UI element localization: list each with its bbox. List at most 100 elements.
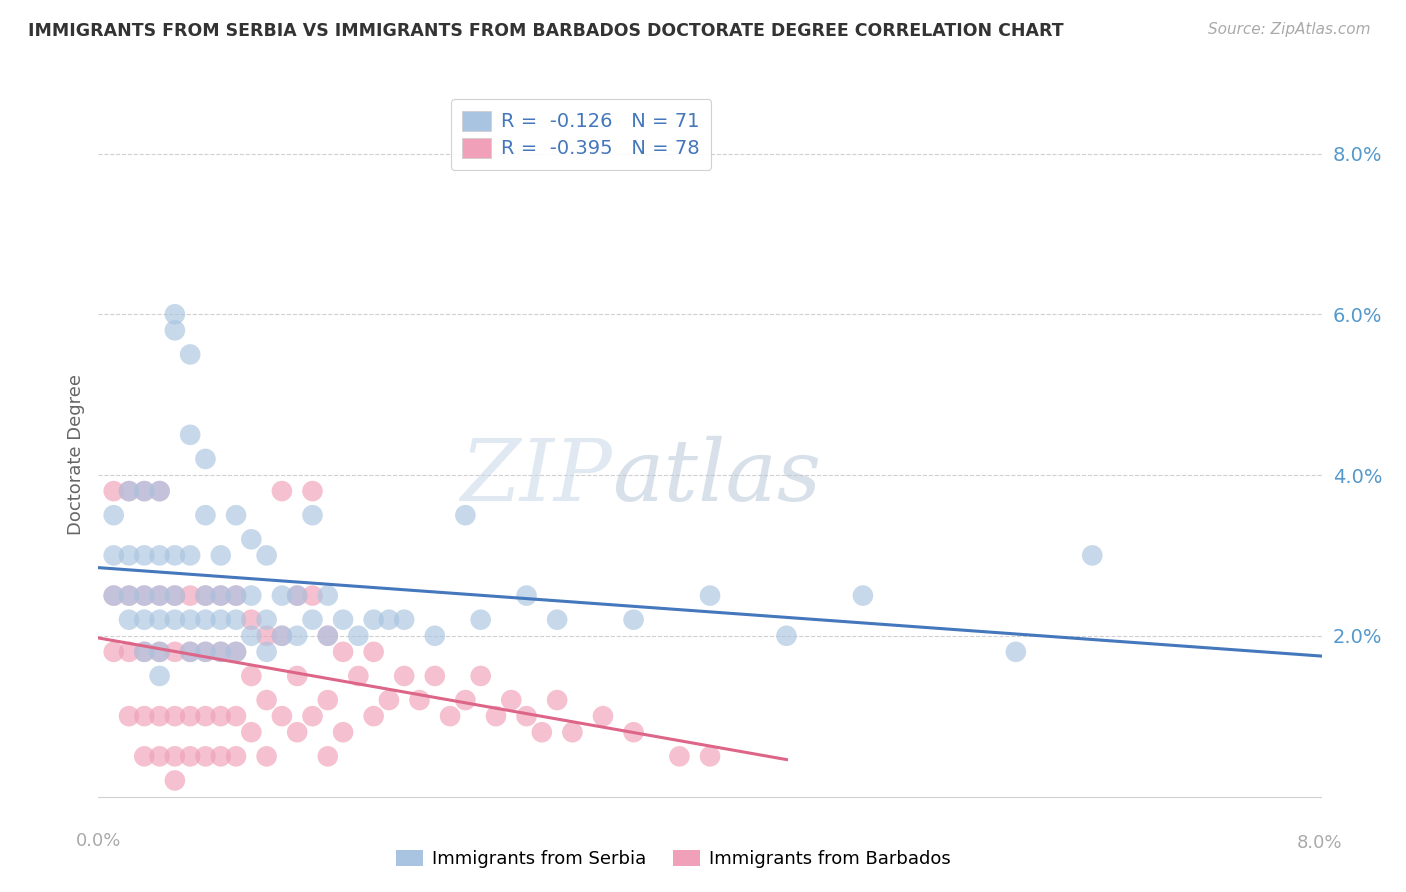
Point bbox=[256, 629, 278, 643]
Point bbox=[134, 645, 156, 659]
Point bbox=[163, 645, 186, 659]
Legend: Immigrants from Serbia, Immigrants from Barbados: Immigrants from Serbia, Immigrants from … bbox=[387, 841, 960, 878]
Point bbox=[256, 749, 278, 764]
Point bbox=[775, 629, 797, 643]
Point bbox=[209, 589, 232, 603]
Point bbox=[423, 629, 446, 643]
Point bbox=[163, 749, 186, 764]
Point bbox=[454, 693, 477, 707]
Point bbox=[118, 549, 141, 563]
Point bbox=[118, 484, 141, 499]
Point bbox=[149, 484, 172, 499]
Point bbox=[225, 613, 247, 627]
Point bbox=[332, 725, 354, 739]
Point bbox=[134, 589, 156, 603]
Point bbox=[163, 773, 186, 788]
Point bbox=[285, 725, 308, 739]
Point bbox=[301, 589, 323, 603]
Point bbox=[149, 669, 172, 683]
Point bbox=[225, 589, 247, 603]
Point bbox=[149, 549, 172, 563]
Point bbox=[561, 725, 583, 739]
Point bbox=[163, 589, 186, 603]
Point bbox=[301, 508, 323, 523]
Point bbox=[240, 613, 263, 627]
Point bbox=[163, 613, 186, 627]
Point bbox=[225, 645, 247, 659]
Point bbox=[149, 709, 172, 723]
Point bbox=[316, 629, 339, 643]
Point bbox=[103, 508, 125, 523]
Point bbox=[378, 613, 401, 627]
Point bbox=[179, 549, 201, 563]
Point bbox=[392, 613, 416, 627]
Point bbox=[179, 613, 201, 627]
Point bbox=[194, 613, 217, 627]
Point bbox=[179, 427, 201, 442]
Point bbox=[408, 693, 430, 707]
Point bbox=[179, 645, 201, 659]
Point bbox=[149, 749, 172, 764]
Point bbox=[134, 549, 156, 563]
Point bbox=[118, 484, 141, 499]
Y-axis label: Doctorate Degree: Doctorate Degree bbox=[66, 375, 84, 535]
Point bbox=[225, 709, 247, 723]
Point bbox=[623, 613, 645, 627]
Point bbox=[240, 589, 263, 603]
Point bbox=[270, 484, 294, 499]
Point bbox=[316, 629, 339, 643]
Point bbox=[163, 307, 186, 321]
Point bbox=[134, 484, 156, 499]
Point bbox=[209, 613, 232, 627]
Point bbox=[1081, 549, 1104, 563]
Point bbox=[194, 589, 217, 603]
Point bbox=[301, 613, 323, 627]
Point bbox=[194, 709, 217, 723]
Point bbox=[209, 645, 232, 659]
Point bbox=[1004, 645, 1026, 659]
Point bbox=[149, 645, 172, 659]
Point bbox=[209, 645, 232, 659]
Point bbox=[592, 709, 614, 723]
Point bbox=[240, 669, 263, 683]
Point bbox=[149, 589, 172, 603]
Point bbox=[485, 709, 508, 723]
Point bbox=[209, 709, 232, 723]
Point bbox=[118, 589, 141, 603]
Point bbox=[240, 725, 263, 739]
Point bbox=[103, 549, 125, 563]
Point bbox=[225, 645, 247, 659]
Point bbox=[316, 693, 339, 707]
Point bbox=[103, 589, 125, 603]
Point bbox=[179, 645, 201, 659]
Point bbox=[285, 589, 308, 603]
Text: 8.0%: 8.0% bbox=[1298, 834, 1343, 852]
Point bbox=[256, 645, 278, 659]
Point bbox=[134, 709, 156, 723]
Point bbox=[392, 669, 416, 683]
Point bbox=[530, 725, 553, 739]
Point bbox=[209, 589, 232, 603]
Point bbox=[225, 589, 247, 603]
Point bbox=[470, 613, 492, 627]
Text: Source: ZipAtlas.com: Source: ZipAtlas.com bbox=[1208, 22, 1371, 37]
Point bbox=[225, 749, 247, 764]
Point bbox=[699, 749, 721, 764]
Point bbox=[470, 669, 492, 683]
Point bbox=[285, 629, 308, 643]
Point bbox=[118, 709, 141, 723]
Point bbox=[103, 589, 125, 603]
Point bbox=[179, 347, 201, 361]
Point bbox=[134, 613, 156, 627]
Text: ZIP: ZIP bbox=[460, 435, 612, 518]
Point bbox=[363, 645, 385, 659]
Text: atlas: atlas bbox=[612, 435, 821, 518]
Point bbox=[332, 645, 354, 659]
Text: IMMIGRANTS FROM SERBIA VS IMMIGRANTS FROM BARBADOS DOCTORATE DEGREE CORRELATION : IMMIGRANTS FROM SERBIA VS IMMIGRANTS FRO… bbox=[28, 22, 1064, 40]
Point bbox=[516, 589, 538, 603]
Point bbox=[194, 645, 217, 659]
Point bbox=[270, 629, 294, 643]
Point bbox=[378, 693, 401, 707]
Point bbox=[546, 613, 568, 627]
Point bbox=[516, 709, 538, 723]
